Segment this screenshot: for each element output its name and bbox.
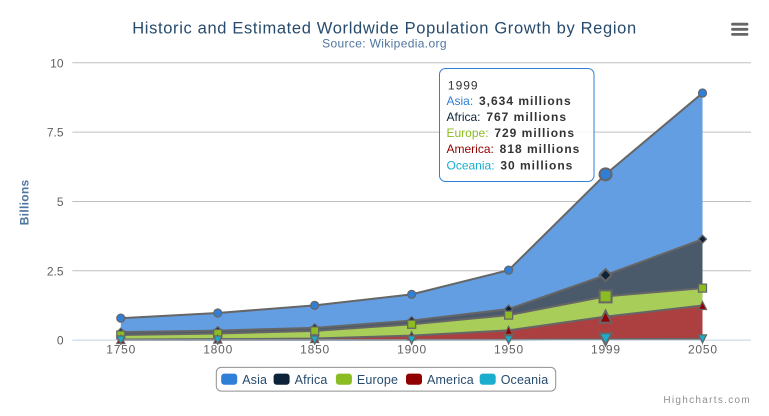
svg-text:Oceania: Oceania	[501, 373, 549, 387]
svg-text:1999: 1999	[448, 78, 479, 92]
svg-text:5: 5	[57, 195, 64, 209]
svg-text:1850: 1850	[300, 342, 330, 356]
svg-text:Asia:3,634 millions: Asia: 3,634 millions	[447, 94, 572, 108]
svg-text:Asia: Asia	[242, 373, 267, 387]
svg-text:1800: 1800	[203, 342, 233, 356]
svg-text:1950: 1950	[494, 342, 524, 356]
svg-text:10: 10	[50, 56, 64, 70]
svg-text:1900: 1900	[397, 342, 427, 356]
svg-text:Africa:767 millions: Africa: 767 millions	[447, 110, 568, 124]
svg-text:Historic and Estimated Worldwi: Historic and Estimated Worldwide Populat…	[132, 20, 637, 38]
svg-text:Billions: Billions	[18, 180, 32, 226]
svg-text:Source: Wikipedia.org: Source: Wikipedia.org	[322, 36, 447, 50]
svg-text:0: 0	[57, 334, 64, 348]
svg-text:7.5: 7.5	[47, 126, 64, 140]
svg-text:Europe:729 millions: Europe: 729 millions	[447, 126, 576, 140]
svg-text:Africa: Africa	[295, 373, 328, 387]
svg-text:Europe: Europe	[357, 373, 398, 387]
svg-text:Oceania:30 millions: Oceania: 30 millions	[447, 158, 574, 172]
svg-text:America:818 millions: America: 818 millions	[447, 142, 581, 156]
svg-text:1750: 1750	[106, 342, 136, 356]
svg-text:2050: 2050	[688, 342, 718, 356]
svg-text:America: America	[427, 373, 474, 387]
svg-text:2.5: 2.5	[47, 264, 64, 278]
svg-text:Highcharts.com: Highcharts.com	[663, 395, 751, 406]
svg-text:1999: 1999	[591, 342, 621, 356]
